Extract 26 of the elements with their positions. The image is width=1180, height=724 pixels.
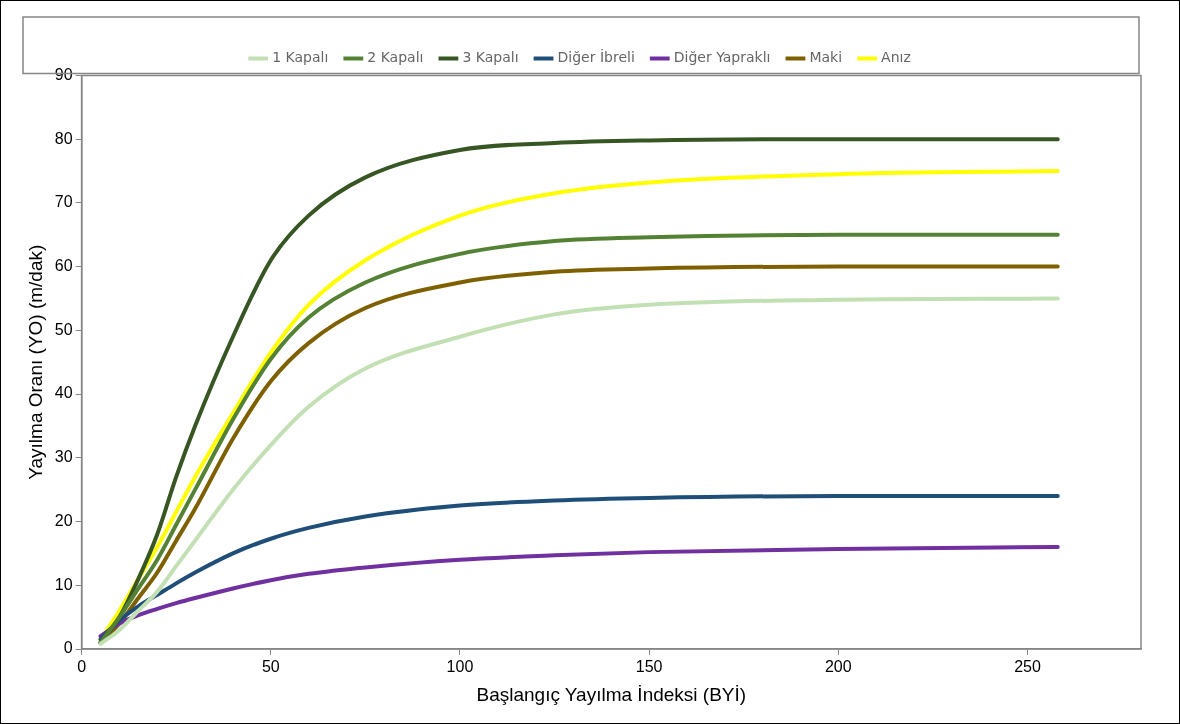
y-tick-label: 80 (54, 129, 73, 147)
y-tick-label: 60 (54, 257, 73, 275)
legend-label: Diğer İbreli (557, 48, 635, 66)
line-series (98, 494, 1060, 642)
legend-label: Anız (881, 49, 911, 66)
y-tick-label: 50 (54, 320, 73, 338)
y-tick-label: 30 (54, 448, 73, 466)
x-tick-label: 250 (1014, 658, 1041, 676)
x-tick-label: 150 (635, 658, 663, 676)
x-axis-title: Başlangıç Yayılma İndeksi (BYİ) (476, 683, 747, 705)
x-tick-label: 100 (446, 658, 474, 676)
x-tick-label: 0 (77, 658, 87, 676)
y-tick-label: 70 (54, 193, 73, 211)
y-axis-title: Yayılma Oranı (YO) (m/dak) (24, 244, 46, 480)
legend-label: Diğer Yapraklı (673, 49, 771, 66)
line-series (98, 545, 1060, 639)
y-tick-label: 10 (54, 575, 73, 593)
y-tick-label: 40 (54, 384, 73, 402)
x-tick-label: 50 (261, 658, 280, 676)
legend-label: Maki (809, 49, 843, 66)
y-tick-label: 20 (54, 511, 73, 529)
x-tick-label: 200 (824, 658, 852, 676)
legend-label: 1 Kapalı (272, 49, 329, 66)
y-tick-label: 0 (63, 639, 73, 657)
legend-label: 3 Kapalı (462, 49, 519, 66)
legend-label: 2 Kapalı (367, 49, 424, 66)
